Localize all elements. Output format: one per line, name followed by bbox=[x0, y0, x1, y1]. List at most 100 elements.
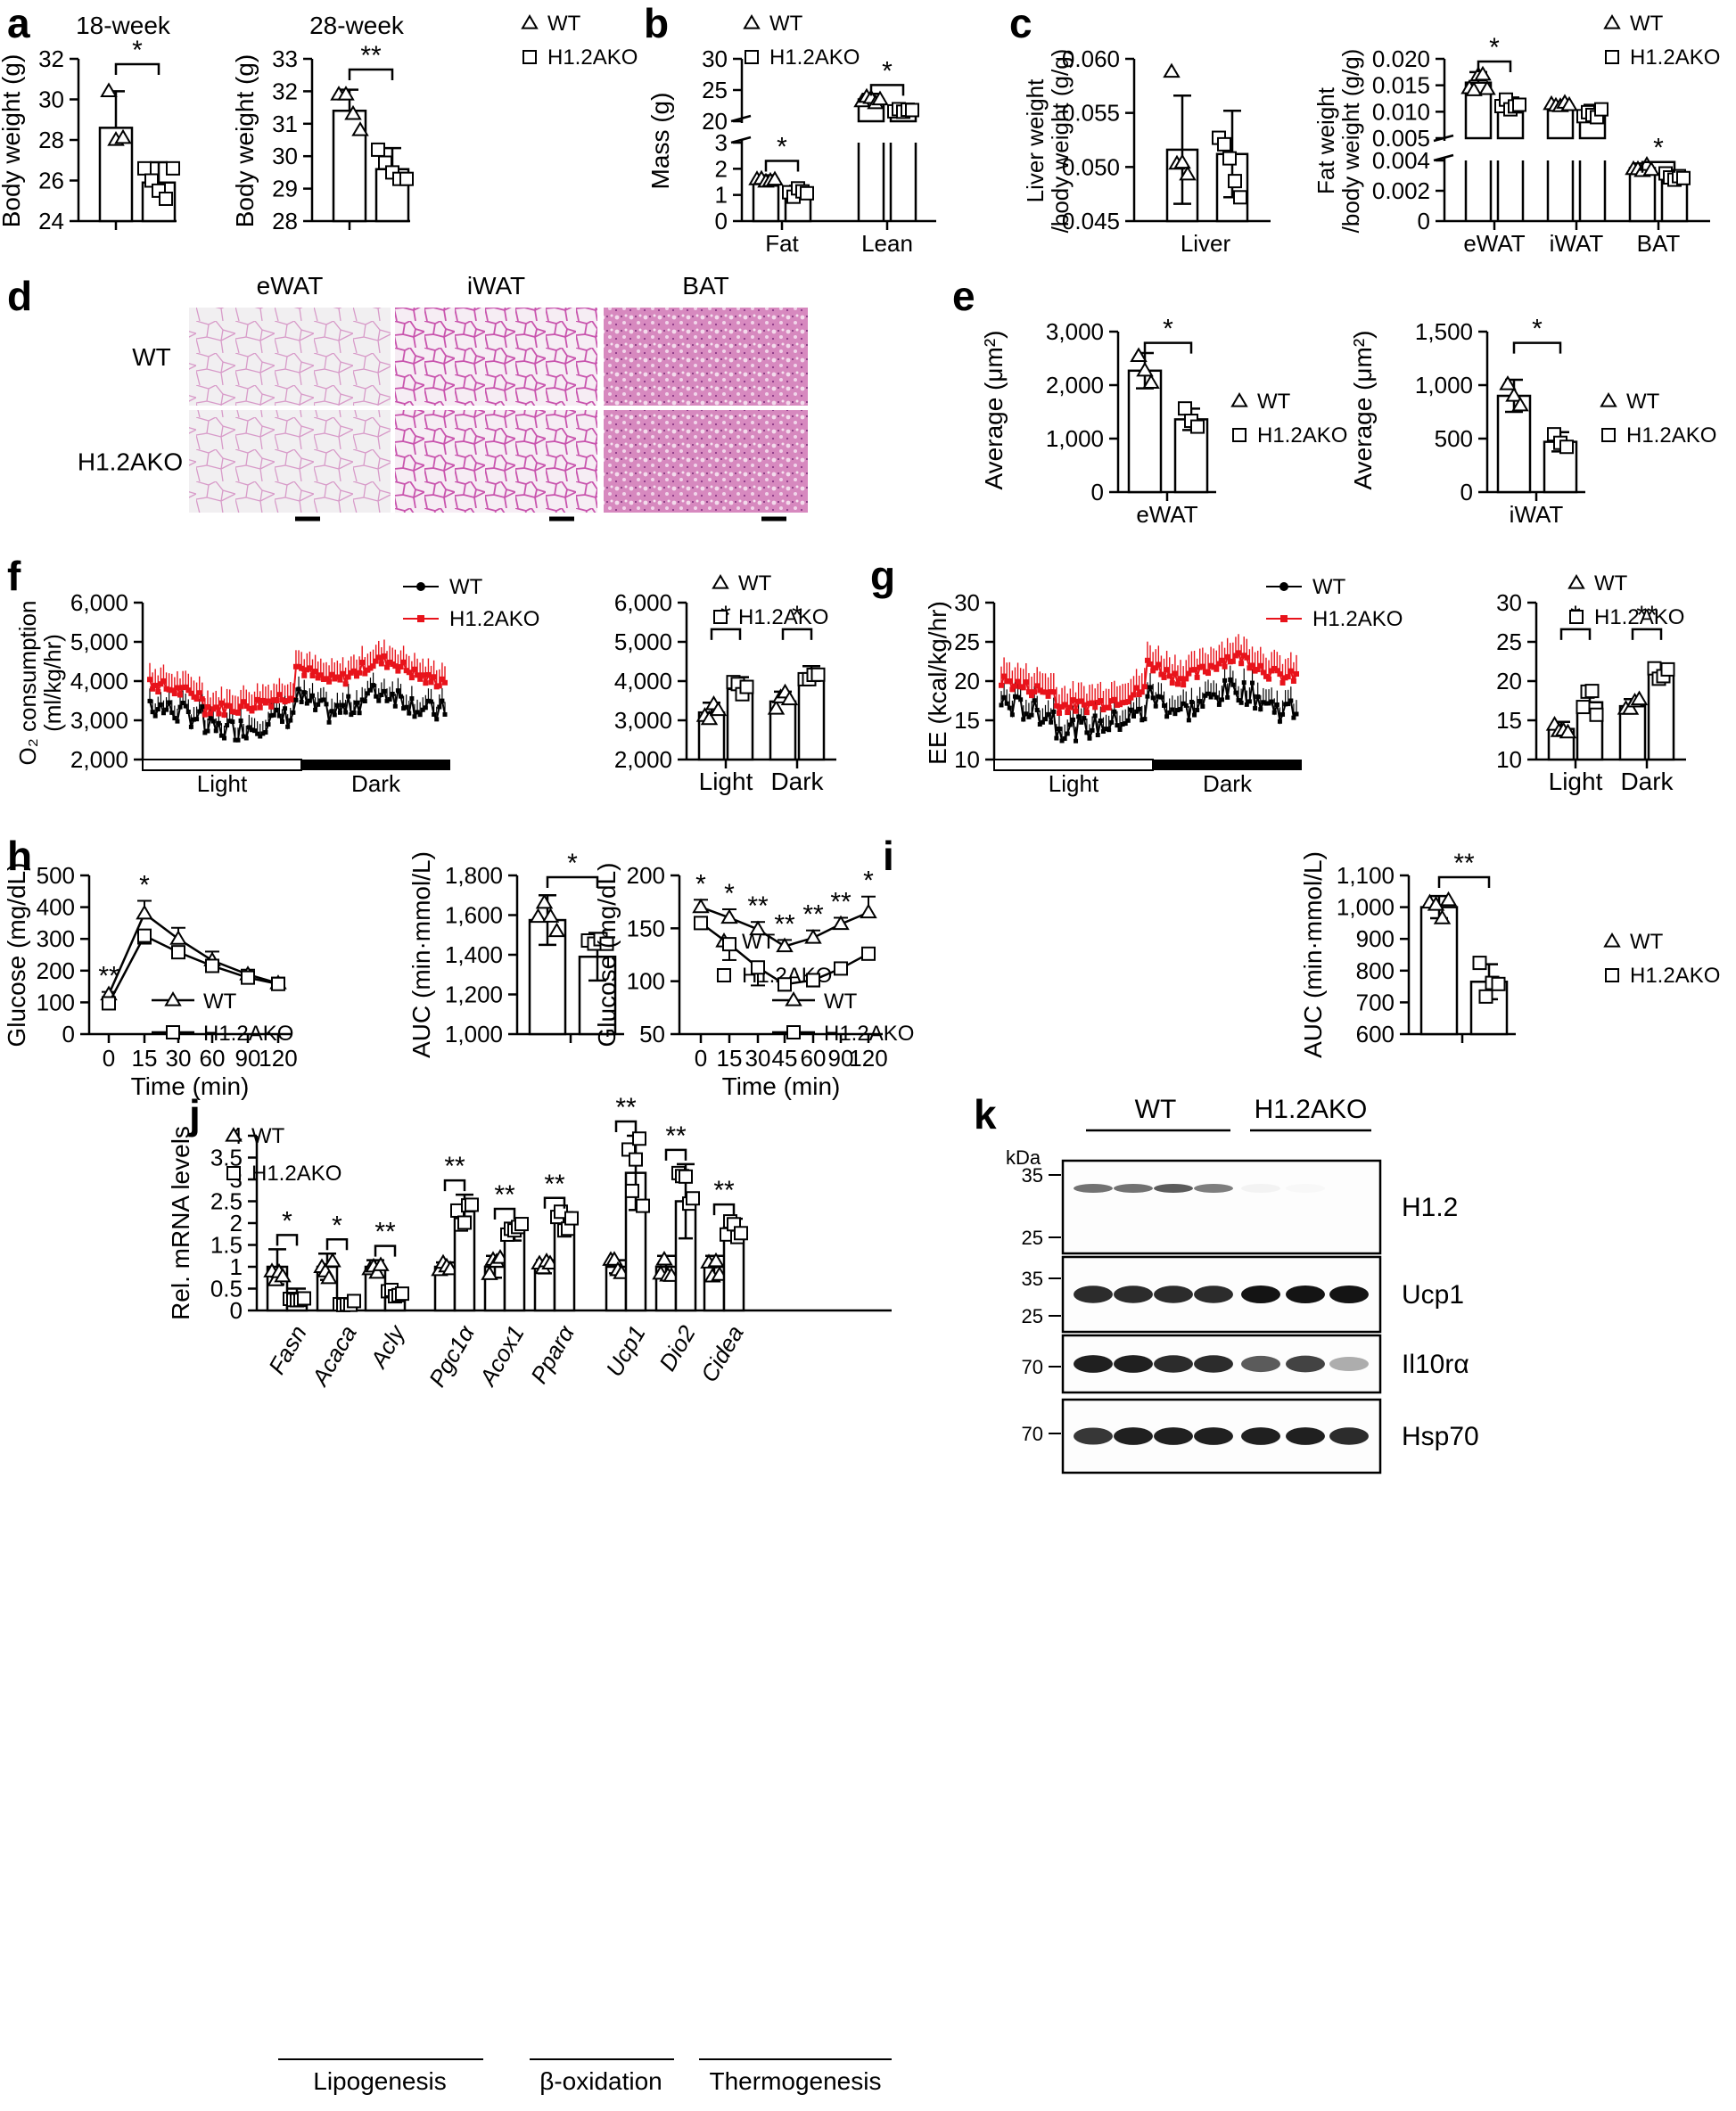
y-tick-label: 5,000 bbox=[70, 628, 128, 655]
ko-point bbox=[1004, 678, 1010, 685]
data-point bbox=[636, 1198, 650, 1213]
wt-point bbox=[1046, 711, 1051, 717]
x-tick-label: Lean bbox=[861, 230, 913, 257]
significance-mark: * bbox=[332, 1211, 342, 1240]
y-tick-label: 1,000 bbox=[1046, 425, 1104, 452]
wt-point bbox=[1246, 699, 1252, 704]
ko-point bbox=[390, 661, 396, 668]
ko-point bbox=[229, 709, 235, 715]
data-point bbox=[529, 908, 547, 924]
blot-band bbox=[1286, 1355, 1325, 1373]
ko-point bbox=[1186, 670, 1192, 677]
y-tick-label: 1,200 bbox=[445, 982, 503, 1008]
y-tick-label: 1,600 bbox=[445, 902, 503, 929]
ko-point bbox=[287, 695, 293, 702]
data-point bbox=[1505, 387, 1523, 402]
legend-ko-label: H1.2AKO bbox=[449, 607, 539, 631]
wt-point bbox=[1040, 719, 1045, 725]
wt-point bbox=[1032, 698, 1037, 703]
ko-point bbox=[213, 704, 219, 711]
significance-mark: * bbox=[1653, 134, 1664, 163]
significance-mark: * bbox=[282, 1206, 292, 1236]
ko-point bbox=[1032, 689, 1038, 695]
y-tick-label: 200 bbox=[627, 862, 665, 889]
wt-point bbox=[1042, 717, 1048, 722]
wt-point bbox=[321, 697, 326, 702]
legend-wt-marker bbox=[1603, 932, 1621, 948]
data-point bbox=[1163, 62, 1181, 78]
ko-point bbox=[290, 696, 296, 702]
y-tick-label: 0.002 bbox=[1372, 177, 1430, 204]
blot-band bbox=[1241, 1184, 1280, 1193]
y-tick-label: 0.004 bbox=[1372, 147, 1430, 174]
ko-point bbox=[1148, 661, 1154, 667]
data-point bbox=[1228, 174, 1242, 189]
data-point bbox=[860, 903, 877, 919]
data-point bbox=[861, 946, 876, 961]
ko-point bbox=[1279, 679, 1286, 686]
ko-point bbox=[1211, 664, 1217, 670]
gene-label: Pparα bbox=[525, 1320, 580, 1388]
wt-point bbox=[1205, 691, 1211, 696]
wt-point bbox=[197, 709, 202, 714]
significance-mark: * bbox=[863, 867, 874, 896]
wt-point bbox=[1142, 717, 1148, 722]
ko-point bbox=[266, 698, 272, 704]
gene-label: Cidea bbox=[695, 1321, 749, 1387]
wt-point bbox=[299, 699, 304, 704]
ko-point bbox=[1181, 682, 1187, 688]
significance-mark-bracket bbox=[1559, 628, 1592, 640]
wt-point bbox=[392, 703, 398, 709]
ko-point bbox=[367, 665, 374, 671]
wt-point bbox=[1219, 697, 1224, 702]
y-tick-label: 24 bbox=[38, 208, 64, 234]
wt-point bbox=[172, 716, 177, 721]
wt-point bbox=[1216, 702, 1222, 707]
ko-point bbox=[1078, 698, 1084, 704]
wt-point bbox=[283, 706, 288, 711]
wt-point bbox=[1120, 721, 1125, 727]
ko-point bbox=[1227, 659, 1233, 665]
y-axis-label-line1: Fat weight bbox=[1312, 86, 1339, 194]
legend-wt-marker bbox=[785, 991, 802, 1006]
wt-point bbox=[1100, 728, 1106, 734]
significance-mark: * bbox=[567, 849, 578, 878]
wt-point bbox=[332, 712, 337, 718]
legend-wt-label: WT bbox=[1630, 930, 1664, 954]
wt-point bbox=[425, 698, 431, 703]
ko-point bbox=[1216, 661, 1222, 667]
wt-point bbox=[304, 701, 309, 706]
ko-point bbox=[299, 665, 305, 671]
wt-point bbox=[1271, 710, 1277, 715]
data-point bbox=[1478, 79, 1496, 95]
ko-point bbox=[439, 676, 445, 682]
wt-point bbox=[1051, 709, 1057, 714]
wt-point bbox=[185, 710, 191, 715]
data-point bbox=[1511, 396, 1529, 412]
ko-point bbox=[1073, 708, 1079, 714]
y-tick-label: 32 bbox=[38, 45, 64, 72]
data-point bbox=[1178, 401, 1192, 416]
ko-point bbox=[210, 706, 217, 712]
ko-point bbox=[191, 694, 197, 700]
y-tick-label: 28 bbox=[38, 127, 64, 153]
ko-point bbox=[1172, 670, 1178, 677]
ko-point bbox=[1092, 704, 1098, 711]
ko-point bbox=[406, 669, 412, 676]
wt-point bbox=[155, 707, 160, 712]
blot-panel bbox=[1061, 1159, 1382, 1255]
wt-point bbox=[999, 702, 1004, 708]
wt-point bbox=[429, 699, 434, 704]
wt-point bbox=[1128, 707, 1133, 712]
y-tick-label: 4,000 bbox=[614, 668, 672, 694]
wt-point bbox=[158, 702, 163, 707]
ko-point bbox=[1241, 653, 1247, 659]
ko-point bbox=[1100, 707, 1107, 713]
ko-point bbox=[425, 671, 432, 678]
data-point bbox=[169, 930, 187, 945]
x-tick-label: Light bbox=[1549, 768, 1603, 795]
data-point bbox=[1584, 684, 1600, 699]
ko-point bbox=[1144, 657, 1150, 663]
y-axis-label: Average (μm²) bbox=[1349, 331, 1377, 490]
ko-point bbox=[1282, 675, 1288, 681]
